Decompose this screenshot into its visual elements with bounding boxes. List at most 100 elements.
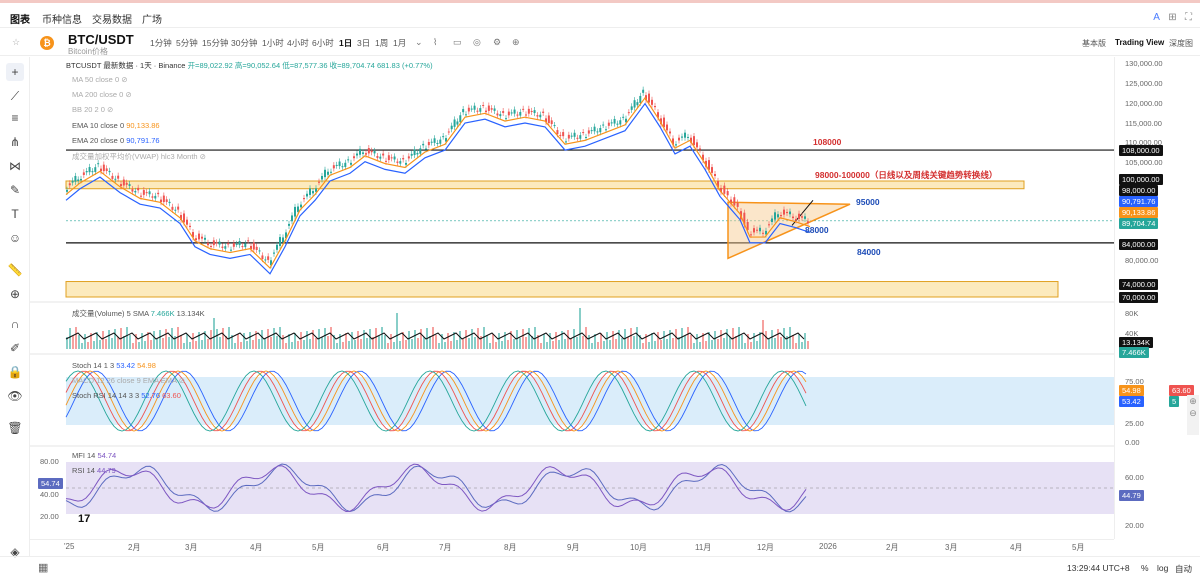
indicator-ema20[interactable]: EMA 20 close 0 90,791.76 <box>72 136 160 145</box>
candle-body <box>244 243 247 248</box>
timeframe-1m[interactable]: 1分钟 <box>150 38 172 48</box>
zoom-icon[interactable]: ⊕ <box>9 287 21 301</box>
indicator-rsi[interactable]: RSI 14 44.79 <box>72 466 116 475</box>
timeframe-1d[interactable]: 1日 <box>339 38 353 48</box>
volume-bar <box>573 329 575 349</box>
candle-body <box>402 158 405 160</box>
tab-trade-data[interactable]: 交易数据 <box>92 15 132 26</box>
candle-body <box>627 112 630 114</box>
indicator-icon[interactable]: ⌇ <box>433 37 438 47</box>
chevron-down-icon[interactable]: ⌄ <box>415 37 423 47</box>
indicator-vwap[interactable]: 成交量加权平均价(VWAP) hlc3 Month ⊘ <box>72 152 206 161</box>
lock-icon[interactable]: 🔒 <box>7 365 23 379</box>
layers-icon[interactable]: ◈ <box>10 545 20 559</box>
star-icon[interactable]: ☆ <box>12 37 21 47</box>
trendline-icon[interactable]: ⟋ <box>10 89 20 103</box>
timeframe-5m[interactable]: 5分钟 <box>176 38 198 48</box>
candle-body <box>198 233 200 240</box>
candle-body <box>288 223 290 226</box>
magnet-icon[interactable]: ∩ <box>10 317 20 331</box>
timeframe-30m[interactable]: 30分钟 <box>231 38 258 48</box>
volume-bar <box>642 343 644 349</box>
candle-body <box>405 162 407 165</box>
candle-body <box>717 181 719 188</box>
indicator-macd[interactable]: MACD 12 26 close 9 EMA EMA ⊘ <box>72 376 186 385</box>
tab-chart[interactable]: 图表 <box>10 15 30 26</box>
text-icon[interactable]: T <box>11 207 19 221</box>
timeframe-6h[interactable]: 6小时 <box>312 38 334 48</box>
candle-body <box>353 156 355 159</box>
price-axis[interactable]: 130,000.00 125,000.00 120,000.00 115,000… <box>1114 57 1200 539</box>
timeframe-3d[interactable]: 3日 <box>357 38 371 48</box>
settings-icon[interactable]: ⚙ <box>493 37 502 47</box>
volume-bar <box>387 343 389 349</box>
symbol-name[interactable]: BTC/USDT <box>68 32 134 47</box>
layout-icon[interactable]: ▭ <box>453 37 462 47</box>
side-panel-toggle[interactable]: ⊕ ⊖ <box>1187 395 1199 435</box>
volume-bar <box>516 330 518 349</box>
volume-bar <box>132 343 134 349</box>
volume-bar <box>384 335 386 349</box>
auto-toggle[interactable]: 自动 <box>1175 564 1193 574</box>
volume-bar <box>636 327 638 349</box>
brush-icon[interactable]: ✎ <box>9 183 21 197</box>
pitchfork-icon[interactable]: ⋔ <box>9 135 21 149</box>
volume-bar <box>576 337 578 349</box>
indicator-stoch[interactable]: Stoch 14 1 3 53.42 54.98 <box>72 361 156 370</box>
volume-bar <box>543 334 545 349</box>
indicator-volume[interactable]: 成交量(Volume) 5 SMA 7.466K 13.134K <box>72 309 205 318</box>
view-depth[interactable]: 深度图 <box>1169 39 1193 48</box>
candle-body <box>131 189 134 192</box>
indicator-ma50[interactable]: MA 50 close 0 ⊘ <box>72 75 128 84</box>
candle-body <box>798 213 800 219</box>
chart-canvas[interactable] <box>30 57 1114 539</box>
indicator-bb[interactable]: BB 20 2 0 ⊘ <box>72 105 114 114</box>
chart-area[interactable]: BTCUSDT 最新数据 · 1天 · Binance 开=89,022.92 … <box>30 57 1114 539</box>
volume-bar <box>564 339 566 349</box>
add-icon[interactable]: ⊕ <box>512 37 520 47</box>
timeframe-1w[interactable]: 1周 <box>375 38 389 48</box>
candle-body <box>556 130 559 135</box>
pattern-icon[interactable]: ⋈ <box>9 159 21 173</box>
tab-square[interactable]: 广场 <box>142 15 162 26</box>
candle-body <box>224 246 227 249</box>
log-toggle[interactable]: log <box>1157 563 1169 573</box>
ruler-icon[interactable]: 📏 <box>7 263 23 277</box>
fullscreen-icon[interactable]: ⛶ <box>1185 12 1192 23</box>
stoch-tag-2: 53.42 <box>1119 396 1144 407</box>
candle-body <box>699 148 701 150</box>
candle-body <box>450 125 453 130</box>
indicator-stochrsi[interactable]: Stoch RSI 14 14 3 3 52.76 63.60 <box>72 391 181 400</box>
time-axis[interactable]: '25 2月 3月 4月 5月 6月 7月 8月 9月 10月 11月 12月 … <box>30 539 1114 555</box>
candle-body <box>282 237 284 243</box>
indicator-ma200[interactable]: MA 200 close 0 ⊘ <box>72 90 132 99</box>
indicator-mfi[interactable]: MFI 14 54.74 <box>72 451 117 460</box>
timeframe-1M[interactable]: 1月 <box>393 38 407 48</box>
emoji-icon[interactable]: ☺ <box>8 231 22 245</box>
volume-bar <box>789 327 791 349</box>
candle-body <box>399 161 402 164</box>
camera-icon[interactable]: ◎ <box>473 37 481 47</box>
crosshair-icon[interactable]: + <box>6 63 24 81</box>
grid-icon[interactable]: ⊞ <box>1168 12 1177 23</box>
timeframe-1h[interactable]: 1小时 <box>262 38 284 48</box>
view-tradingview[interactable]: Trading View <box>1115 38 1165 47</box>
clock-time[interactable]: 13:29:44 UTC+8 <box>1067 563 1130 573</box>
ai-icon[interactable]: A <box>1153 12 1160 23</box>
timeframe-4h[interactable]: 4小时 <box>287 38 309 48</box>
candle-body <box>447 131 450 133</box>
tab-coin-info[interactable]: 币种信息 <box>42 15 82 26</box>
candle-body <box>681 136 683 138</box>
eye-icon[interactable]: 👁 <box>7 389 23 403</box>
trash-icon[interactable]: 🗑 <box>7 421 23 435</box>
volume-bar <box>138 342 140 349</box>
indicator-ema10[interactable]: EMA 10 close 0 90,133.86 <box>72 121 160 130</box>
timeframe-15m[interactable]: 15分钟 <box>202 38 229 48</box>
view-basic[interactable]: 基本版 <box>1082 39 1106 48</box>
volume-bar <box>207 339 209 349</box>
lock-drawing-icon[interactable]: ✐ <box>9 341 21 355</box>
horizontal-lines-icon[interactable]: ≡ <box>11 111 19 125</box>
candle-body <box>215 242 218 244</box>
calendar-icon[interactable]: ▦ <box>38 562 49 574</box>
percent-toggle[interactable]: % <box>1141 563 1149 573</box>
